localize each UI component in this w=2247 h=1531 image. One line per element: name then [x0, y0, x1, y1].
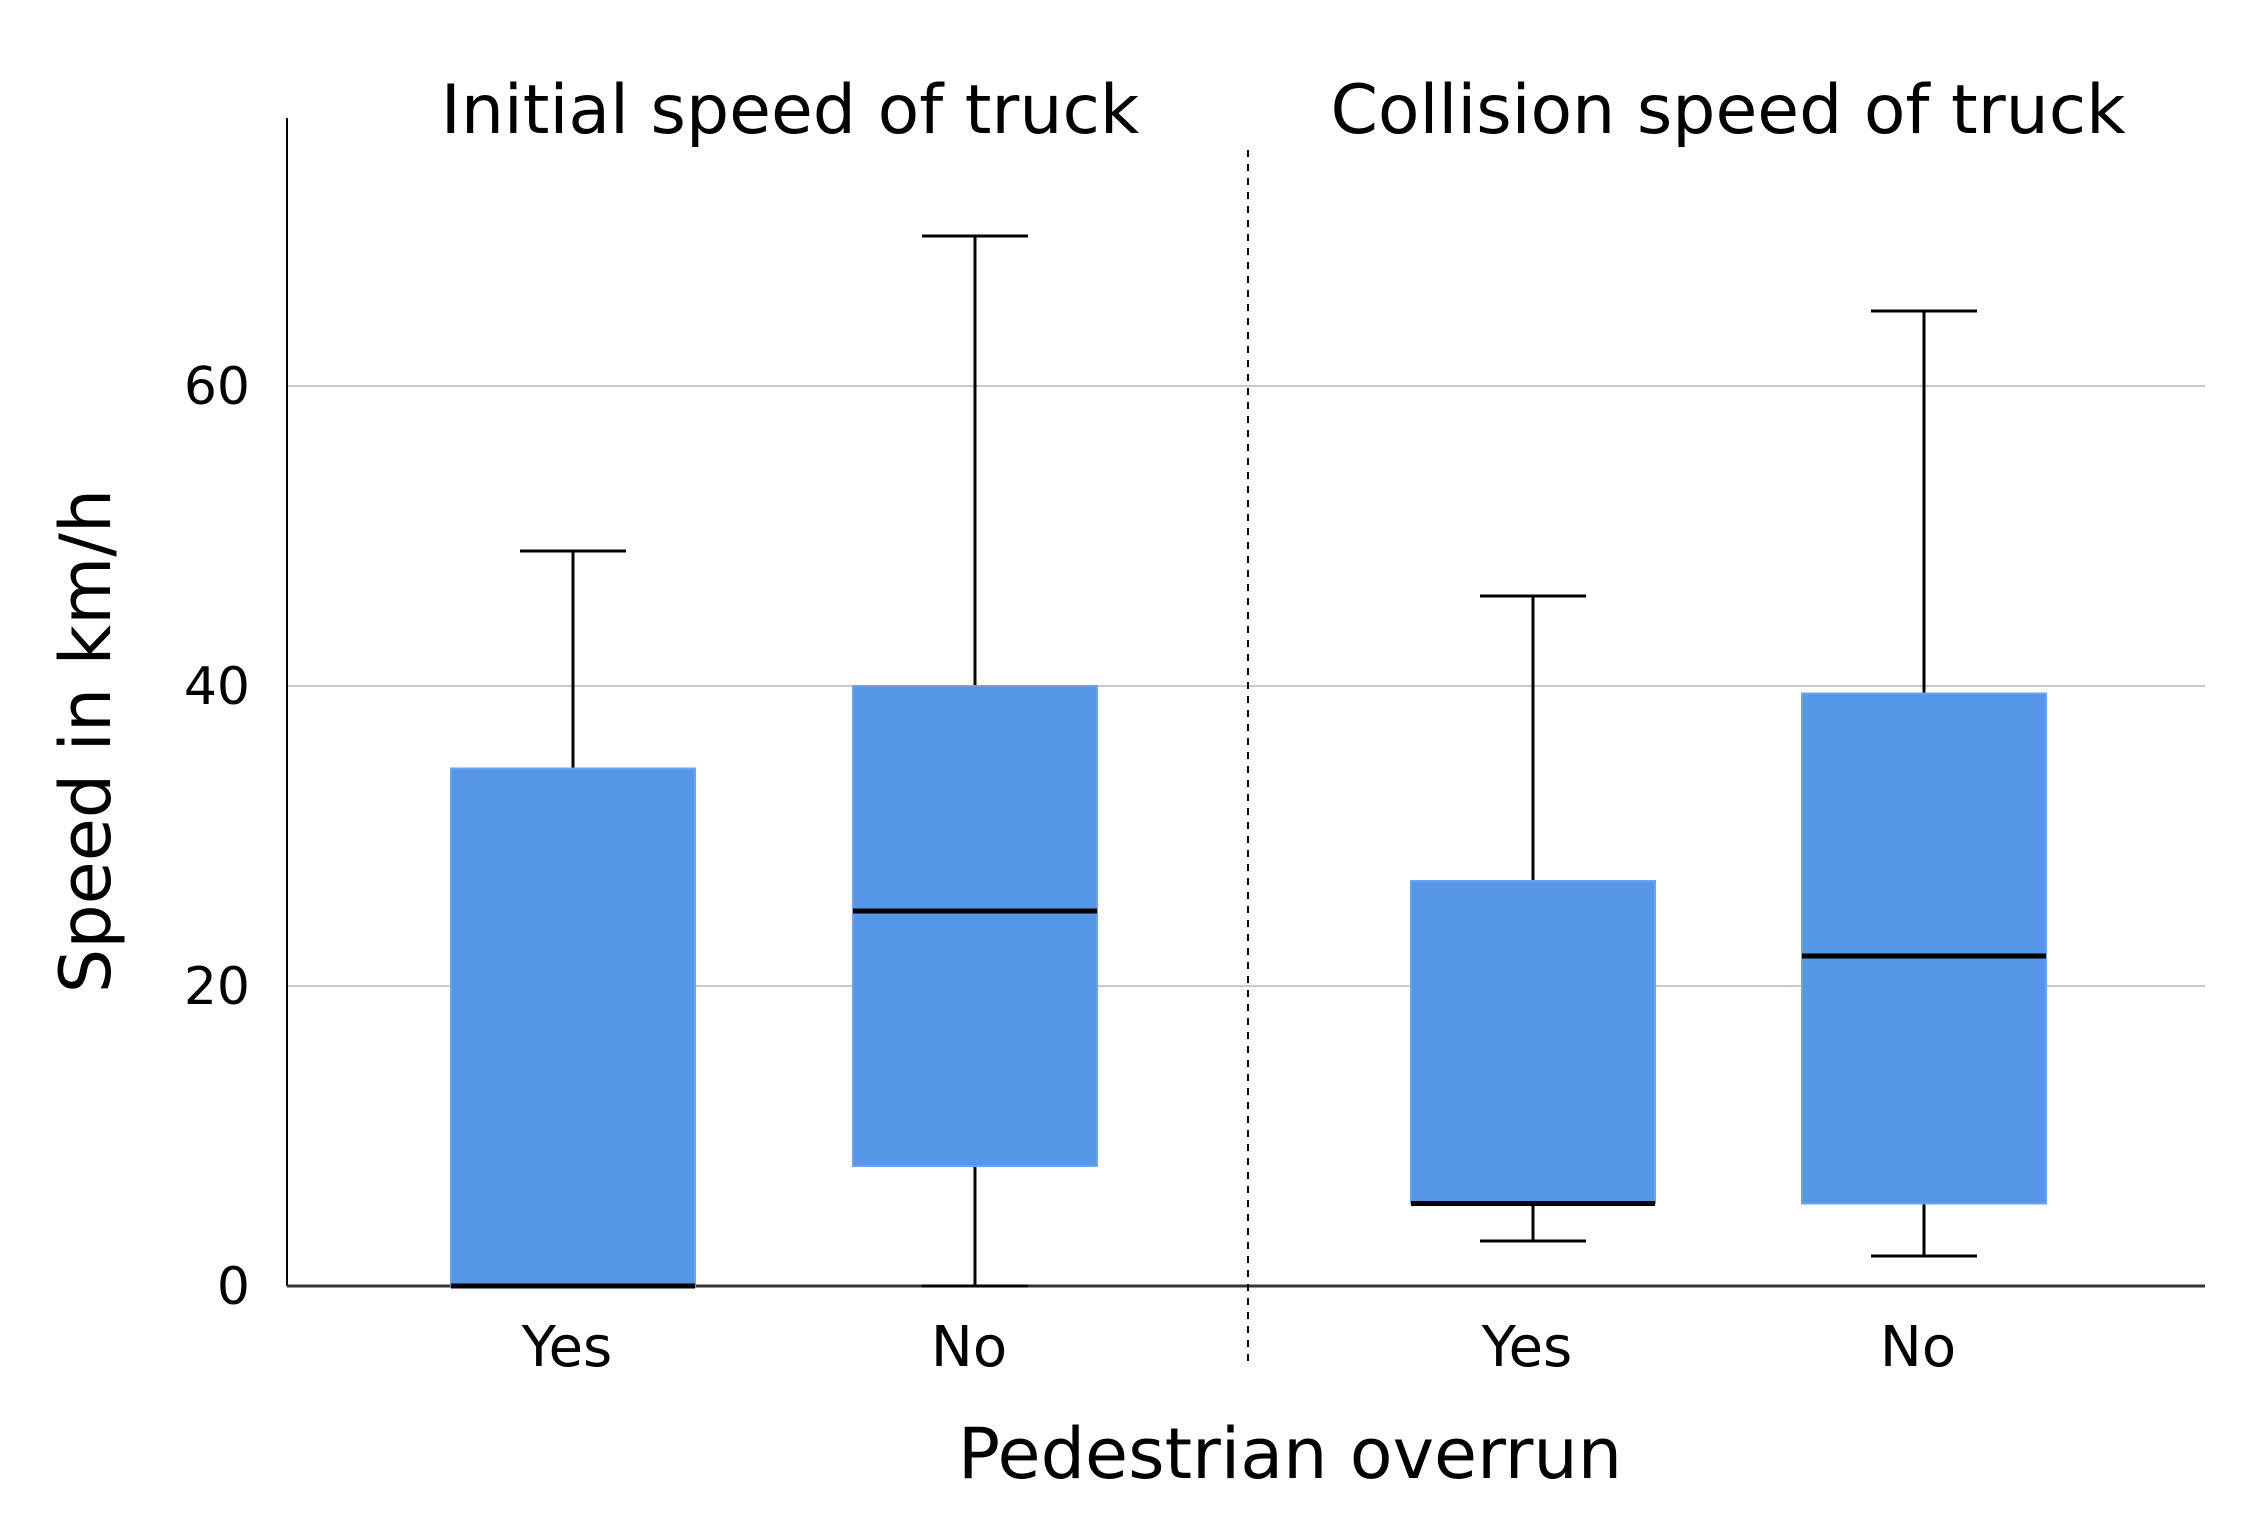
box-group: [450, 549, 696, 1289]
y-tick-label: 20: [184, 957, 250, 1017]
category-label: Yes: [1481, 1315, 1572, 1380]
y-tick-label: 40: [184, 657, 250, 717]
iqr-box: [852, 685, 1098, 1167]
category-label: No: [1880, 1315, 1956, 1380]
category-label: No: [931, 1315, 1007, 1380]
category-labels: Yes No Yes No: [521, 1315, 1956, 1380]
panel-titles: Initial speed of truck Collision speed of…: [441, 71, 2126, 150]
y-axis-title: Speed in km/h: [45, 489, 127, 993]
box-group: [1410, 594, 1656, 1243]
box-group: [1801, 309, 2047, 1258]
x-axis-title: Pedestrian overrun: [958, 1413, 1622, 1495]
iqr-box: [450, 767, 696, 1287]
box-group: [852, 234, 1098, 1288]
panel-title: Collision speed of truck: [1330, 71, 2126, 150]
y-tick-label: 60: [184, 357, 250, 417]
iqr-box: [1410, 880, 1656, 1205]
category-label: Yes: [521, 1315, 612, 1380]
y-tick-labels: 0 20 40 60: [184, 357, 250, 1317]
boxes: [450, 234, 2047, 1289]
iqr-box: [1801, 692, 2047, 1205]
y-tick-label: 0: [217, 1257, 250, 1317]
panel-title: Initial speed of truck: [441, 71, 1140, 150]
